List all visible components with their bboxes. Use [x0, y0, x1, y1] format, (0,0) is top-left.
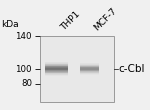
Bar — [45, 74, 68, 75]
Bar — [45, 64, 68, 65]
Text: 80: 80 — [21, 79, 32, 88]
Text: THP1: THP1 — [59, 9, 82, 32]
Bar — [80, 64, 99, 65]
Bar — [45, 72, 68, 73]
Bar — [45, 67, 68, 68]
Bar — [80, 68, 99, 69]
Bar — [80, 66, 99, 67]
Text: kDa: kDa — [1, 20, 19, 29]
Text: 100: 100 — [15, 65, 32, 74]
Bar — [45, 66, 68, 67]
Bar — [80, 63, 99, 64]
Bar — [40, 36, 114, 102]
Bar — [80, 73, 99, 74]
Bar — [45, 70, 68, 71]
Text: c-Cbl: c-Cbl — [118, 64, 145, 74]
Bar — [80, 72, 99, 73]
Bar — [80, 67, 99, 68]
Bar — [80, 74, 99, 75]
Bar — [45, 63, 68, 64]
Bar — [45, 75, 68, 76]
Bar — [45, 68, 68, 69]
Text: 140: 140 — [15, 32, 32, 41]
Bar — [80, 71, 99, 72]
Bar — [45, 73, 68, 74]
Bar — [45, 69, 68, 70]
Bar — [45, 65, 68, 66]
Bar — [45, 71, 68, 72]
Bar — [45, 62, 68, 63]
Bar — [80, 65, 99, 66]
Text: MCF-7: MCF-7 — [92, 6, 118, 32]
Bar — [80, 69, 99, 70]
Bar — [80, 70, 99, 71]
